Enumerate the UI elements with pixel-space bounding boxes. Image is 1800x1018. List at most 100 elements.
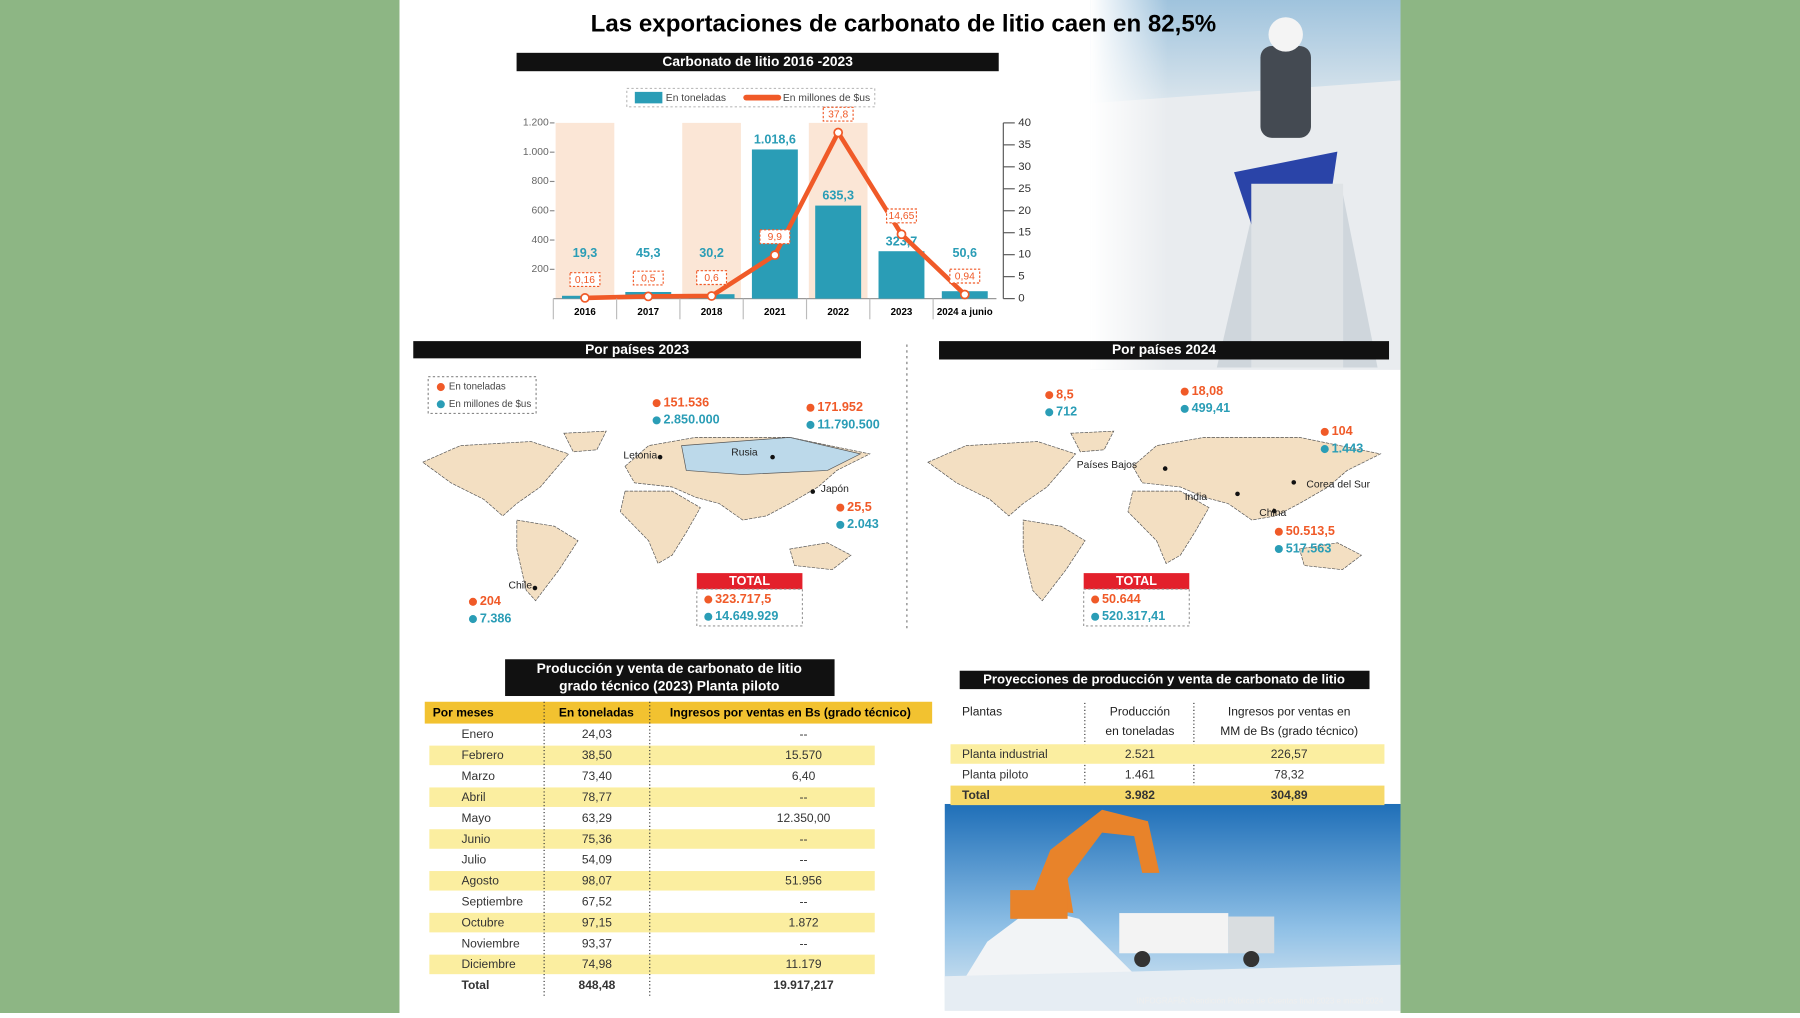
y-tick-label: 400 (531, 235, 548, 246)
figure-usd: 517.563 (1286, 541, 1332, 555)
line-point (959, 289, 970, 300)
legend-label: En millones de $us (783, 93, 870, 104)
figure-usd: 7.386 (480, 611, 512, 625)
marker-tons (468, 597, 477, 606)
row-stripe (429, 912, 875, 933)
continent (1022, 519, 1086, 602)
y-tick-label: 600 (531, 205, 548, 216)
cell: 6,40 (792, 769, 816, 783)
cell: Planta piloto (962, 767, 1029, 781)
line-point (769, 250, 780, 261)
y2-tick-label: 30 (1018, 161, 1031, 173)
row-stripe (429, 829, 875, 849)
continent (516, 519, 579, 602)
legend-frame (427, 376, 537, 415)
cell: Diciembre (461, 957, 516, 971)
marker-usd (1045, 408, 1054, 417)
x-tick-label: 2024 a junio (937, 307, 993, 318)
title-bar (959, 670, 1370, 690)
cell: 74,98 (582, 957, 612, 971)
legend-label: En millones de $us (449, 399, 531, 410)
content: Las exportaciones de carbonato de litio … (399, 0, 1401, 1014)
marker-tons (652, 399, 661, 408)
title-bar (505, 659, 835, 697)
map-title: Por países 2023 (585, 342, 689, 357)
data-label: 45,3 (636, 246, 661, 260)
label-box (632, 270, 664, 286)
marker-usd (1320, 445, 1329, 454)
continent (1299, 542, 1363, 571)
cell: 11.179 (786, 957, 822, 971)
figure-tons: 50.513,5 (1286, 524, 1335, 538)
legend-swatch (436, 383, 445, 392)
row-stripe (429, 954, 875, 975)
figure-tons: 18,08 (1192, 384, 1224, 398)
cell: -- (800, 936, 808, 950)
column-header: Plantas (962, 704, 1002, 718)
figure-tons: 204 (480, 594, 501, 608)
data-label: 635,3 (822, 189, 854, 203)
place-label: Japón (821, 484, 849, 495)
y2-tick-label: 40 (1018, 117, 1031, 129)
cell: 73,40 (582, 769, 612, 783)
y2-tick-label: 25 (1018, 183, 1031, 195)
marker-usd (652, 416, 661, 425)
line-point (833, 127, 844, 138)
place-label: Rusia (731, 447, 758, 458)
y-tick-label: 1.200 (523, 118, 549, 129)
y-tick-label: 800 (531, 176, 548, 187)
cell: 75,36 (582, 832, 612, 846)
cell: 97,15 (582, 915, 612, 929)
data-label: 0,94 (955, 271, 975, 282)
cell: 54,09 (582, 853, 612, 867)
line-point (896, 229, 907, 240)
photo-worker (1090, 0, 1401, 370)
cell: Noviembre (461, 936, 520, 950)
cell: 226,57 (1271, 747, 1308, 761)
figure-tons: 50.644 (1102, 592, 1141, 606)
header-row (424, 701, 933, 724)
cell: 3.982 (1125, 788, 1155, 802)
column-header: Por meses (433, 705, 494, 719)
figure-tons: 151.536 (664, 395, 710, 409)
column-header: MM de Bs (grado técnico) (1220, 724, 1358, 738)
y-tick-label: 1.000 (523, 147, 549, 158)
place-dot (770, 454, 775, 460)
label-box (949, 268, 981, 284)
total-frame (1083, 588, 1190, 627)
title-bar (413, 341, 861, 359)
marker-tons (1091, 595, 1100, 604)
cell: 67,52 (582, 894, 612, 908)
marker-tons (704, 595, 713, 604)
source: INFOGRAFÍA: Rendición Pública de Cuentas… (1137, 997, 1384, 1006)
cell: 24,03 (582, 727, 612, 741)
line-point (706, 291, 717, 301)
figure-usd: 520.317,41 (1102, 609, 1165, 623)
continent (421, 441, 570, 517)
figure-usd: 1.443 (1332, 441, 1364, 455)
cell: Febrero (461, 748, 503, 762)
cell: -- (800, 790, 808, 804)
place-dot (1291, 480, 1297, 485)
marker-usd (1274, 544, 1283, 554)
table-title: grado técnico (2023) Planta piloto (559, 678, 779, 693)
continent (1127, 490, 1210, 564)
x-tick-label: 2021 (764, 307, 786, 318)
figure-usd: 11.790.500 (817, 417, 879, 431)
cell: Abril (461, 790, 485, 804)
cell: 15.570 (785, 748, 822, 762)
legend-swatch (634, 91, 663, 104)
y2-tick-label: 15 (1018, 227, 1031, 239)
place-label: India (1185, 492, 1208, 503)
marker-tons (1320, 427, 1329, 436)
column-shade (682, 122, 741, 299)
marker-tons (1180, 387, 1189, 396)
cell: -- (800, 832, 808, 846)
table-title: Producción y venta de carbonato de litio (537, 661, 802, 676)
y-tick-label: 200 (531, 264, 548, 275)
bar (815, 205, 862, 299)
map-title: Por países 2024 (1112, 342, 1216, 357)
y2-tick-label: 0 (1018, 293, 1024, 305)
